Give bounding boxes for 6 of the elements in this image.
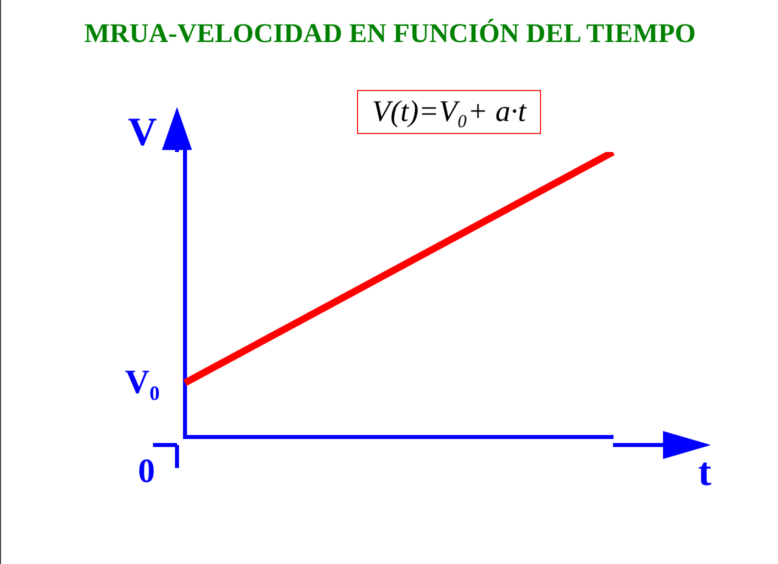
text: V(t)=V₀+ a·t (357, 90, 542, 134)
text: 0 (138, 453, 155, 490)
chart-title: MRUA-VELOCIDAD EN FUNCIÓN DEL TIEMPO (83, 18, 697, 49)
annotation: V₀ (125, 364, 160, 401)
x-axis-title: t (698, 449, 712, 494)
y-axis-title: V (128, 109, 157, 154)
